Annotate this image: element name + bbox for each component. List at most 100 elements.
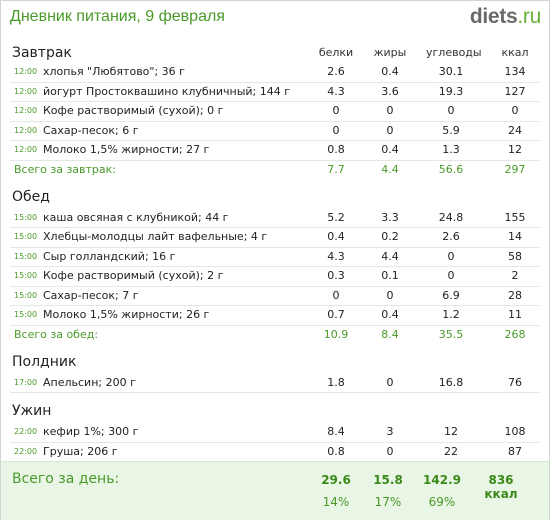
page-title: Дневник питания, 9 февраля xyxy=(10,8,225,25)
carbs-percent: 69% xyxy=(428,495,456,509)
food-row[interactable]: 22:00 кефир 1%; 300 г 8.4 3 12 108 xyxy=(10,423,540,443)
kcal-value: 134 xyxy=(504,65,526,78)
day-totals-label: Всего за день: xyxy=(12,471,120,487)
food-name[interactable]: Сахар-песок; 6 г xyxy=(43,123,139,137)
meal-time: 22:00 xyxy=(14,427,38,436)
protein-value: 0.3 xyxy=(327,269,345,282)
meal-time: 12:00 xyxy=(14,86,38,96)
subtotal-carbs: 35.5 xyxy=(438,327,464,341)
food-row[interactable]: 12:00 Молоко 1,5% жирности; 27 г 0.8 0.4 1.3… xyxy=(10,141,540,161)
protein-value: 2.6 xyxy=(327,65,345,78)
meal-time: 15:00 xyxy=(14,251,38,261)
food-row[interactable]: 17:00 Апельсин; 200 г 1.8 0 16.8 76 xyxy=(10,374,540,393)
food-row[interactable]: 12:00 Сахар-песок; 6 г 0 0 5.9 24 xyxy=(10,122,540,141)
food-row[interactable]: 15:00 Хлебцы-молодцы лайт вафельные; 4 г 0… xyxy=(10,228,540,248)
food-name[interactable]: кефир 1%; 300 г xyxy=(43,425,139,438)
meal-time: 12:00 xyxy=(14,67,38,76)
fat-value: 0 xyxy=(386,375,394,389)
carbs-value: 0 xyxy=(447,269,455,282)
subtotal-protein: 7.7 xyxy=(327,162,345,176)
carbs-value: 0 xyxy=(447,104,455,117)
food-name[interactable]: Хлебцы-молодцы лайт вафельные; 4 г xyxy=(43,230,268,243)
meal-name: Обед xyxy=(12,188,50,205)
total-kcal: 836 ккал xyxy=(484,473,518,501)
food-name[interactable]: Кофе растворимый (сухой); 0 г xyxy=(43,104,224,117)
fat-value: 0.4 xyxy=(381,143,399,156)
meal-time: 12:00 xyxy=(14,145,38,154)
fat-value: 3.3 xyxy=(381,210,399,224)
protein-percent: 14% xyxy=(322,495,350,509)
site-logo[interactable]: diets.ru xyxy=(470,5,541,29)
kcal-value: 14 xyxy=(508,230,522,243)
total-fat: 15.8 xyxy=(373,473,403,487)
meal-time: 12:00 xyxy=(14,106,38,115)
subtotal-protein: 10.9 xyxy=(323,327,349,341)
food-name[interactable]: Молоко 1,5% жирности; 26 г xyxy=(43,308,210,321)
subtotal-fat: 4.4 xyxy=(381,162,399,176)
subtotal-label: Всего за обед: xyxy=(14,327,99,341)
meals-table: Завтрак белки жиры углеводы ккал 12:00 хлопья … xyxy=(10,43,540,484)
subtotal-label: Всего за завтрак: xyxy=(14,162,117,176)
fat-value: 4.4 xyxy=(381,249,399,263)
header: Дневник питания, 9 февраля diets.ru xyxy=(1,1,549,35)
column-header-kcal: ккал xyxy=(501,46,529,59)
food-name[interactable]: Сыр голландский; 16 г xyxy=(43,249,176,263)
day-totals: Всего за день: 29.6 15.8 142.9 836 ккал … xyxy=(1,461,549,520)
food-name[interactable]: каша овсяная с клубникой; 44 г xyxy=(43,210,229,224)
food-name[interactable]: Апельсин; 200 г xyxy=(43,375,136,389)
fat-value: 0 xyxy=(386,123,394,137)
total-protein: 29.6 xyxy=(321,473,351,487)
food-row[interactable]: 15:00 Сахар-песок; 7 г 0 0 6.9 28 xyxy=(10,287,540,306)
kcal-value: 28 xyxy=(508,288,522,302)
logo-tld: .ru xyxy=(517,5,541,28)
carbs-value: 24.8 xyxy=(438,210,464,224)
protein-value: 5.2 xyxy=(327,210,345,224)
meal-name: Завтрак xyxy=(12,45,72,61)
fat-value: 0 xyxy=(386,444,394,458)
food-row[interactable]: 15:00 Сыр голландский; 16 г 4.3 4.4 0 58 xyxy=(10,248,540,267)
carbs-value: 16.8 xyxy=(438,375,464,389)
meal-time: 17:00 xyxy=(14,377,38,387)
food-name[interactable]: йогурт Простоквашино клубничный; 144 г xyxy=(43,84,291,98)
food-row[interactable]: 12:00 Кофе растворимый (сухой); 0 г 0 0 0 0 xyxy=(10,102,540,122)
food-name[interactable]: Кофе растворимый (сухой); 2 г xyxy=(43,269,224,282)
column-header-carbs: углеводы xyxy=(426,46,482,59)
kcal-value: 2 xyxy=(511,269,519,282)
protein-value: 0 xyxy=(332,123,340,137)
kcal-value: 24 xyxy=(508,123,522,137)
food-name[interactable]: Молоко 1,5% жирности; 27 г xyxy=(43,143,210,156)
total-carbs: 142.9 xyxy=(423,473,461,487)
kcal-value: 58 xyxy=(508,249,522,263)
food-row[interactable]: 15:00 Молоко 1,5% жирности; 26 г 0.7 0.4 1.2… xyxy=(10,306,540,326)
meal-section: Завтрак белки жиры углеводы ккал 12:00 хлопья … xyxy=(10,43,540,179)
food-row[interactable]: 12:00 йогурт Простоквашино клубничный; 14… xyxy=(10,83,540,102)
fat-value: 0.4 xyxy=(381,308,399,321)
meal-section: Полдник 17:00 Апельсин; 200 г 1.8 0 16.8 76 xyxy=(10,348,540,393)
meal-time: 12:00 xyxy=(14,125,38,135)
food-row[interactable]: 15:00 каша овсяная с клубникой; 44 г 5.2 3.… xyxy=(10,209,540,228)
protein-value: 0.7 xyxy=(327,308,345,321)
fat-value: 3 xyxy=(386,425,394,438)
column-header-protein: белки xyxy=(318,46,354,59)
meal-name: Ужин xyxy=(12,403,52,419)
kcal-value: 127 xyxy=(504,84,526,98)
kcal-value: 76 xyxy=(508,375,522,389)
carbs-value: 5.9 xyxy=(442,123,460,137)
meal-name: Полдник xyxy=(12,353,77,370)
food-name[interactable]: Груша; 206 г xyxy=(43,444,118,458)
kcal-value: 0 xyxy=(511,104,519,117)
food-row[interactable]: 22:00 Груша; 206 г 0.8 0 22 87 xyxy=(10,443,540,462)
meal-time: 15:00 xyxy=(14,271,38,280)
food-row[interactable]: 15:00 Кофе растворимый (сухой); 2 г 0.3 0.1… xyxy=(10,267,540,287)
carbs-value: 0 xyxy=(447,249,455,263)
food-row[interactable]: 12:00 хлопья "Любятово"; 36 г 2.6 0.4 30.1 13… xyxy=(10,63,540,83)
subtotal-carbs: 56.6 xyxy=(438,162,464,176)
fat-value: 0.1 xyxy=(381,269,399,282)
fat-value: 0.2 xyxy=(381,230,399,243)
food-name[interactable]: хлопья "Любятово"; 36 г xyxy=(43,65,185,78)
protein-value: 0.8 xyxy=(327,444,345,458)
fat-value: 0 xyxy=(386,104,394,117)
subtotal-kcal: 297 xyxy=(504,162,526,176)
food-name[interactable]: Сахар-песок; 7 г xyxy=(43,288,139,302)
fat-value: 0.4 xyxy=(381,65,399,78)
